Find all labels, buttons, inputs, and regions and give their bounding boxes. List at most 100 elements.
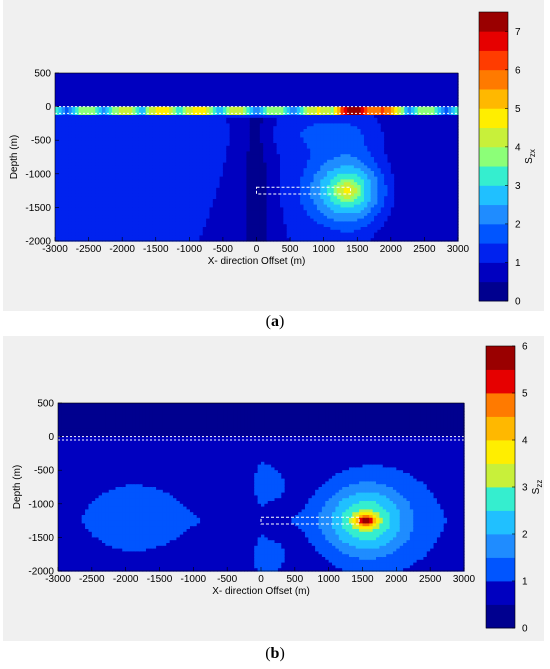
contour-cell [293, 224, 298, 228]
contour-cell [286, 84, 291, 88]
contour-cell [175, 112, 180, 116]
contour-cell [138, 145, 143, 150]
contour-cell [290, 140, 295, 144]
contour-cell [175, 115, 180, 119]
contour-cell [71, 120, 76, 124]
contour-cell [266, 238, 271, 242]
contour-cell [290, 204, 295, 208]
contour-cell [306, 193, 311, 197]
contour-cell [128, 145, 133, 150]
contour-cell [71, 123, 76, 127]
contour-cell [98, 193, 103, 197]
contour-cell [65, 123, 70, 127]
contour-cell [296, 196, 301, 200]
contour-cell [206, 131, 211, 136]
contour-cell [206, 123, 211, 127]
contour-cell [327, 154, 331, 158]
contour-cell [135, 101, 140, 105]
contour-cell [55, 117, 59, 122]
contour-cell [209, 157, 214, 161]
contour-cell [135, 159, 140, 164]
contour-cell [320, 168, 325, 172]
contour-cell [222, 137, 227, 141]
contour-cell [222, 109, 227, 113]
contour-cell [172, 109, 177, 113]
contour-cell [135, 193, 140, 197]
contour-cell [162, 148, 167, 152]
contour-cell [306, 106, 311, 110]
contour-cell [165, 224, 170, 228]
contour-cell [138, 224, 143, 228]
contour-cell [293, 204, 298, 208]
contour-cell [122, 173, 127, 178]
contour-cell [68, 106, 73, 110]
contour-cell [249, 126, 254, 130]
contour-cell [229, 229, 234, 234]
contour-cell [88, 221, 93, 225]
contour-cell [108, 227, 113, 231]
contour-cell [118, 89, 123, 94]
contour-cell [293, 215, 298, 220]
contour-cell [122, 115, 127, 119]
contour-cell [162, 123, 167, 127]
contour-cell [333, 101, 338, 105]
contour-cell [236, 157, 241, 161]
contour-cell [68, 221, 73, 225]
contour-cell [216, 210, 221, 214]
contour-cell [115, 148, 120, 152]
contour-cell [145, 162, 150, 166]
contour-cell [310, 151, 315, 155]
contour-cell [313, 92, 318, 96]
contour-cell [108, 101, 113, 105]
contour-cell [95, 238, 100, 242]
contour-cell [118, 165, 123, 169]
contour-cell [276, 106, 281, 110]
contour-cell [300, 185, 305, 189]
contour-cell [71, 215, 76, 220]
contour-cell [105, 78, 110, 82]
contour-cell [259, 95, 264, 99]
contour-cell [259, 238, 264, 242]
contour-cell [300, 129, 305, 133]
contour-cell [155, 143, 160, 147]
contour-cell [293, 221, 298, 225]
contour-cell [138, 143, 143, 147]
contour-cell [189, 81, 194, 85]
contour-cell [226, 210, 231, 214]
contour-cell [135, 218, 140, 222]
contour-cell [246, 117, 251, 122]
contour-cell [85, 137, 90, 141]
contour-cell [165, 179, 170, 183]
contour-cell [135, 92, 140, 96]
contour-cell [169, 84, 174, 88]
contour-cell [135, 229, 140, 234]
contour-cell [108, 84, 113, 88]
contour-cell [236, 92, 241, 96]
contour-cell [313, 224, 318, 228]
contour-cell [273, 168, 278, 172]
contour-cell [249, 145, 254, 150]
contour-cell [145, 210, 150, 214]
contour-cell [88, 87, 93, 91]
contour-cell [232, 81, 237, 85]
contour-cell [189, 101, 194, 105]
contour-cell [112, 101, 117, 105]
contour-cell [142, 176, 147, 180]
contour-cell [105, 162, 110, 166]
contour-cell [135, 117, 140, 122]
contour-cell [219, 221, 224, 225]
contour-cell [222, 215, 227, 220]
contour-cell [249, 117, 254, 122]
contour-cell [149, 204, 153, 208]
contour-cell [55, 215, 59, 220]
contour-cell [145, 199, 150, 203]
contour-cell [196, 140, 201, 144]
contour-cell [296, 73, 301, 77]
contour-cell [269, 193, 274, 197]
contour-cell [243, 238, 248, 242]
contour-cell [316, 193, 321, 197]
contour-cell [118, 232, 123, 236]
contour-cell [333, 87, 338, 91]
contour-cell [118, 187, 123, 192]
contour-field [55, 73, 459, 242]
